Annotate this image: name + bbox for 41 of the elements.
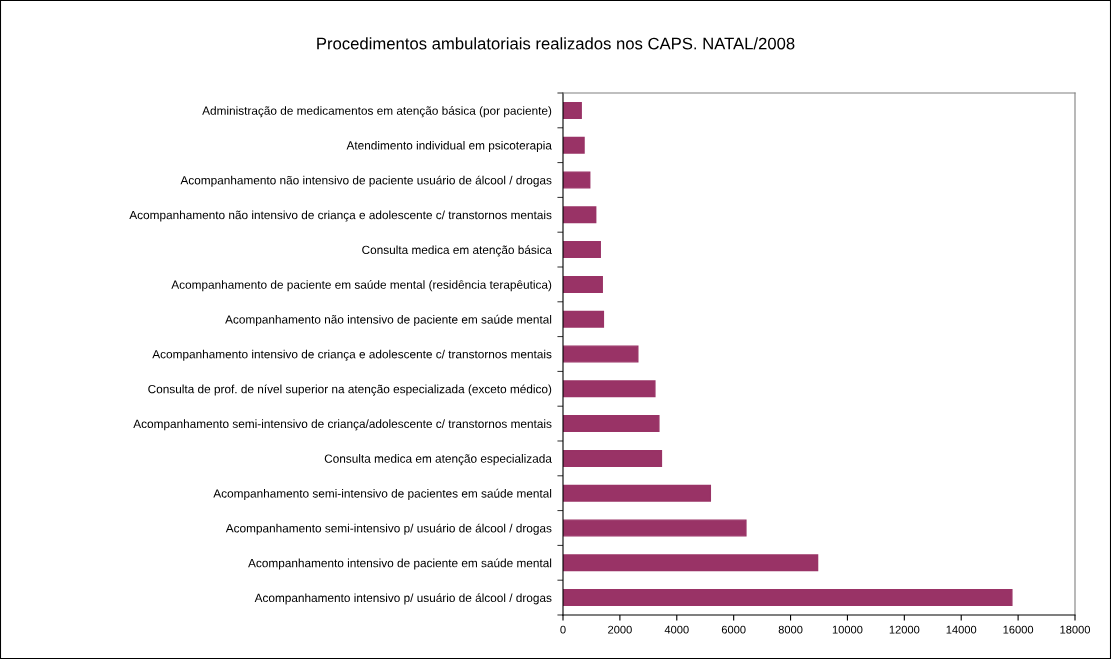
bar [563,206,597,224]
bar [563,310,605,328]
y-tick-label: Acompanhamento não intensivo de paciente usuário de álcool / drogas [180,175,552,187]
bar [563,415,660,433]
y-tick-label: Acompanhamento semi-intensivo de pacientes em saúde mental [213,488,552,500]
y-tick-label: Acompanhamento semi-intensivo p/ usuário de álcool / drogas [225,523,552,535]
x-tick-label: 8000 [778,625,803,634]
bar [563,101,582,119]
y-tick-label: Acompanhamento intensivo p/ usuário de álcool / drogas [254,593,552,605]
bar [563,589,1013,607]
x-tick-label: 6000 [721,625,746,634]
y-tick-label: Acompanhamento semi-intensivo de criança/adolescente c/ transtornos mentais [133,419,552,431]
bar [563,136,585,154]
bar [563,554,819,572]
y-tick-label: Acompanhamento intensivo de criança e adolescente c/ transtornos mentais [152,349,552,361]
y-tick-label: Consulta medica em atenção especializada [324,454,552,466]
y-tick-label: Administração de medicamentos em atenção básica (por paciente) [202,106,552,118]
chart-title: Procedimentos ambulatoriais realizados nos CAPS. NATAL/2008 [317,37,795,50]
y-tick-label: Consulta medica em atenção básica [362,245,552,257]
y-tick-label: Acompanhamento de paciente em saúde mental (residência terapêutica) [171,280,552,292]
bar [563,171,591,189]
x-tick-label: 16000 [1003,625,1034,634]
bar [563,275,603,293]
bar [563,345,639,363]
x-tick-label: 4000 [664,625,689,634]
x-tick-label: 10000 [832,625,863,634]
x-tick-label: 12000 [889,625,920,634]
y-tick-label: Atendimento individual em psicoterapia [346,140,552,152]
x-tick-label: 2000 [608,625,632,634]
x-tick-label: 14000 [946,625,977,634]
bar [563,449,663,467]
bar [563,519,747,537]
bar [563,484,712,502]
x-tick-label: 0 [560,625,566,634]
x-tick-label: 18000 [1060,625,1091,634]
y-tick-label: Acompanhamento intensivo de paciente em saúde mental [248,558,552,570]
y-tick-label: Consulta de prof. de nível superior na atenção especializada (exceto médico) [148,384,552,396]
y-tick-label: Acompanhamento não intensivo de paciente em saúde mental [225,314,552,326]
bar [563,380,656,398]
y-tick-label: Acompanhamento não intensivo de criança e adolescente c/ transtornos mentais [129,210,552,222]
bar [563,241,601,259]
